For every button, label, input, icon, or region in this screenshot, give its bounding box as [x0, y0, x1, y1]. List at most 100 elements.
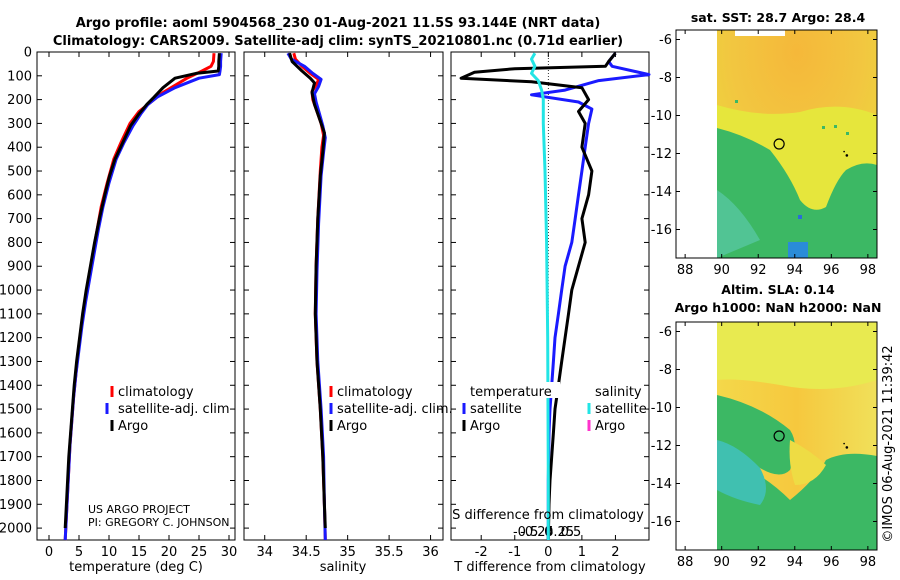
s-difference-axis-label: S difference from climatology [452, 508, 644, 523]
map-y-tick-label: -16 [651, 515, 672, 530]
salinity-series [286, 52, 327, 541]
map-x-tick-label: 96 [823, 263, 840, 278]
sst-map-ticks: -6 -8 -10 -12 -14 -16 88 90 92 94 96 98 [651, 30, 877, 278]
legend-background [460, 382, 560, 398]
legend-label-satellite: satellite-adj. clim. [337, 402, 453, 417]
map-x-tick-label: 88 [677, 263, 694, 278]
x-tick-label: 0 [544, 545, 552, 560]
map-x-tick-label: 98 [860, 555, 877, 570]
y-tick-label: 1600 [0, 426, 32, 441]
y-tick-label: 1300 [0, 355, 32, 370]
sla-yellow-wedge [789, 440, 826, 485]
series-line-salinity-satellite [530, 52, 550, 540]
map-y-tick-label: -10 [651, 109, 672, 124]
salinity-legend: climatology satellite-adj. clim. Argo [329, 385, 453, 434]
figure-title-line2: Climatology: CARS2009. Satellite-adj cli… [53, 34, 623, 49]
island-marker [843, 442, 845, 445]
sst-green-pixel [834, 125, 837, 128]
map-x-tick-label: 94 [786, 263, 803, 278]
salinity-gridlines [244, 51, 443, 529]
sla-land-mask [676, 322, 717, 550]
t-difference-tick-labels: -2 -1 0 1 2 [475, 52, 620, 560]
x-tick-label: 30 [221, 545, 238, 560]
sla-profile-marker [773, 430, 785, 442]
sla-map-frame [675, 321, 878, 551]
y-tick-label: 900 [7, 260, 32, 275]
map-y-tick-label: -14 [651, 477, 672, 492]
legend-label-s-argo: Argo [595, 419, 625, 434]
sst-map-title: sat. SST: 28.7 Argo: 28.4 [691, 10, 866, 25]
legend-temperature-header: temperature [470, 385, 552, 400]
x-tick-label: 20 [161, 545, 178, 560]
s-tick-label: -0.25 [520, 525, 554, 540]
y-tick-label: 1900 [0, 498, 32, 513]
map-y-tick-label: -6 [659, 325, 672, 340]
x-tick-label: -2 [475, 545, 488, 560]
series-line-satellite-adj-clim [286, 52, 327, 541]
y-tick-label: 1500 [0, 403, 32, 418]
sst-blue-cell [788, 242, 808, 258]
s-tick-label: -0.5 [513, 525, 538, 540]
map-x-tick-label: 92 [750, 263, 767, 278]
y-tick-label: 600 [7, 188, 32, 203]
y-tick-label: 1800 [0, 474, 32, 489]
sst-land-mask [676, 30, 717, 258]
map-x-tick-label: 92 [750, 555, 767, 570]
legend-label-s-satellite: satellite [595, 402, 647, 417]
x-tick-label: 34 [256, 545, 273, 560]
difference-legend: temperature satellite Argo salinity sate… [460, 382, 647, 434]
t-difference-axis-label: T difference from climatology [453, 560, 646, 575]
x-tick-label: 35 [339, 545, 356, 560]
salinity-panel-frame [243, 51, 444, 541]
temperature-series [63, 53, 223, 541]
sst-green-pixel [822, 126, 825, 129]
sla-map-title-line2: Argo h1000: NaN h2000: NaN [675, 300, 882, 315]
y-tick-label: 0 [24, 46, 32, 61]
x-tick-label: -1 [508, 545, 521, 560]
legend-label-climatology: climatology [337, 385, 413, 400]
map-x-tick-label: 96 [823, 555, 840, 570]
legend-label-t-argo: Argo [470, 419, 500, 434]
legend-label-argo: Argo [118, 419, 148, 434]
legend-salinity-header: salinity [595, 385, 642, 400]
map-y-tick-label: -8 [659, 71, 672, 86]
sst-blue-cell-small [798, 215, 802, 219]
y-tick-label: 1700 [0, 450, 32, 465]
difference-gridlines [451, 51, 649, 529]
y-tick-label: 800 [7, 236, 32, 251]
x-tick-label: 0 [45, 545, 53, 560]
sst-green-pixel [735, 100, 738, 103]
map-x-tick-label: 88 [677, 555, 694, 570]
series-line-satellite-adj-clim [63, 53, 223, 541]
y-tick-label: 1400 [0, 379, 32, 394]
legend-label-satellite: satellite-adj. clim [118, 402, 230, 417]
x-tick-label: 36 [422, 545, 439, 560]
sst-cloud-gap [735, 30, 785, 36]
legend-label-climatology: climatology [118, 385, 194, 400]
s-tick-label: 0.25 [545, 525, 574, 540]
sst-map [676, 30, 877, 258]
x-tick-label: 35.5 [375, 545, 404, 560]
y-tick-label: 400 [7, 141, 32, 156]
difference-series [459, 52, 651, 541]
figure-title-line1: Argo profile: aoml 5904568_230 01-Aug-20… [76, 16, 601, 31]
x-tick-label: 10 [101, 545, 118, 560]
difference-panel-frame [450, 51, 650, 541]
temperature-axis-label: temperature (deg C) [69, 560, 203, 575]
map-y-tick-label: -14 [651, 185, 672, 200]
legend-label-t-satellite: satellite [470, 402, 522, 417]
x-tick-label: 34.5 [292, 545, 321, 560]
sla-map-ticks: -6 -8 -10 -12 -14 -16 88 90 92 94 96 98 [651, 322, 877, 570]
sst-green-pixel [846, 132, 849, 135]
map-y-tick-label: -8 [659, 363, 672, 378]
y-tick-label: 1200 [0, 331, 32, 346]
pressure-tick-labels: 0 100 200 300 400 500 600 700 800 900 1000 1100 1200… [0, 46, 32, 537]
x-tick-label: 2 [611, 545, 619, 560]
temperature-legend: climatology satellite-adj. clim Argo [105, 385, 230, 434]
map-x-tick-label: 90 [713, 555, 730, 570]
x-tick-label: 5 [75, 545, 83, 560]
y-tick-label: 700 [7, 212, 32, 227]
map-y-tick-label: -16 [651, 223, 672, 238]
sst-profile-marker [773, 138, 785, 150]
